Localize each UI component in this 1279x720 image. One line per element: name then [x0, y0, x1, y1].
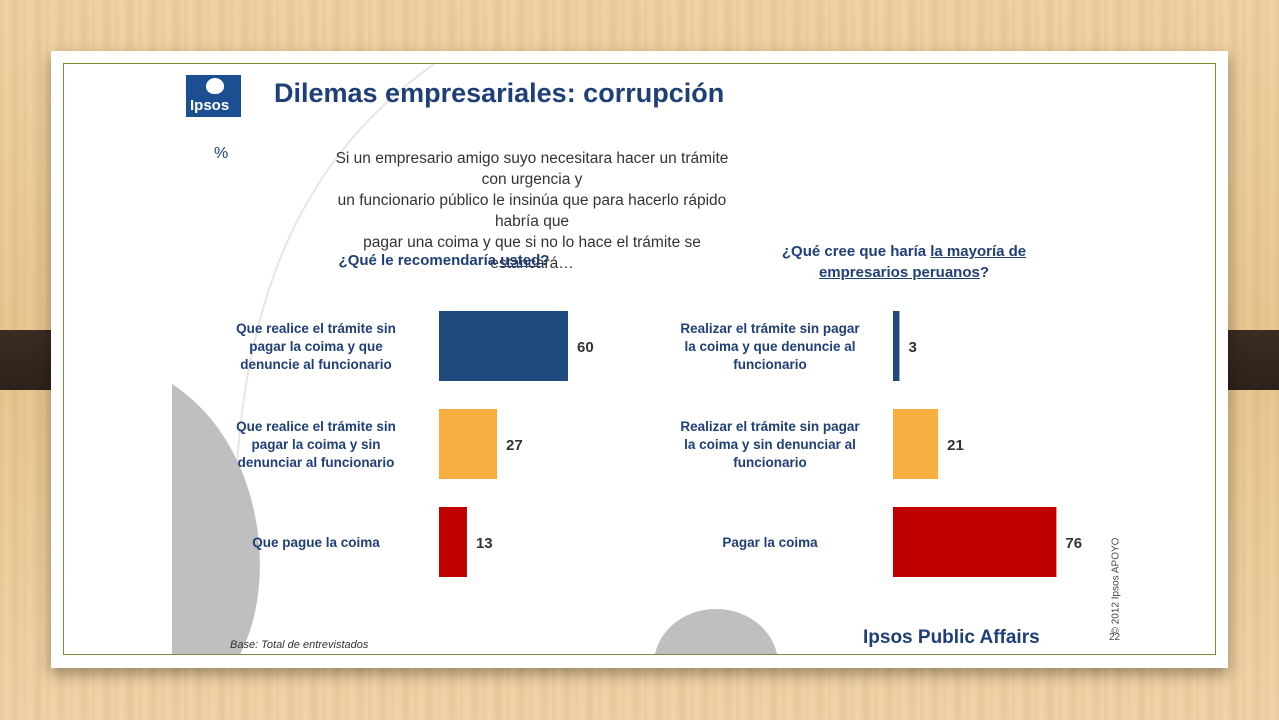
ipsos-logo-mark — [206, 78, 224, 94]
category-label-line: funcionario — [733, 455, 807, 470]
bar-value-label: 13 — [476, 535, 493, 552]
ipsos-logo: Ipsos — [186, 75, 241, 117]
right-chart-subtitle: ¿Qué cree que haría la mayoría de empres… — [724, 241, 1084, 283]
bar — [893, 311, 900, 381]
bar — [439, 507, 467, 577]
category-label-line: denunciar al funcionario — [238, 455, 395, 470]
base-note: Base: Total de entrevistados — [230, 639, 369, 651]
bar — [439, 311, 568, 381]
category-label-line: Que realice el trámite sin — [236, 321, 396, 336]
bar-value-label: 21 — [947, 437, 964, 454]
slide-frame: Ipsos Dilemas empresariales: corrupción … — [63, 63, 1216, 655]
bar — [893, 507, 1057, 577]
page-number: 22 — [1109, 632, 1121, 643]
ipsos-logo-text: Ipsos — [190, 97, 230, 114]
question-text: Si un empresario amigo suyo necesitara h… — [322, 148, 742, 274]
category-label-line: la coima y sin denunciar al — [684, 437, 856, 452]
bar-charts: 60 Que realice el trámite sin pagar la coi… — [236, 311, 1082, 577]
category-label: Realizar el trámite sin pagar la coima y … — [680, 419, 860, 470]
right-subtitle-underlined-1: la mayoría de — [930, 243, 1027, 260]
bar-value-label: 60 — [577, 339, 594, 356]
brand-footer: Ipsos Public Affairs — [863, 627, 1040, 648]
category-label: Pagar la coima — [722, 535, 818, 550]
gray-circle-bottom — [655, 609, 777, 654]
bar — [439, 409, 498, 479]
chart-1: 60 Que realice el trámite sin pagar la coi… — [236, 311, 594, 577]
chart-2: 3 Realizar el trámite sin pagar la coima y… — [680, 311, 1082, 577]
left-subtitle-underlined: usted — [500, 252, 541, 269]
category-label: Realizar el trámite sin pagar la coima y … — [680, 321, 860, 372]
unit-label: % — [214, 145, 229, 162]
category-label: Que realice el trámite sin pagar la coima… — [236, 321, 396, 372]
left-subtitle-pre: ¿Qué le recomendaría — [338, 252, 501, 269]
category-label-line: la coima y que denuncie al — [684, 339, 855, 354]
category-label-line: pagar la coima y que — [249, 339, 383, 354]
category-label-line: Pagar la coima — [722, 535, 818, 550]
category-label-line: Que realice el trámite sin — [236, 419, 396, 434]
question-line: un funcionario público le insinúa que pa… — [337, 192, 727, 230]
gray-arc-left — [172, 384, 260, 654]
left-subtitle-post: ? — [540, 252, 550, 269]
category-label-line: Realizar el trámite sin pagar — [680, 321, 860, 336]
category-label-line: denuncie al funcionario — [240, 357, 392, 372]
left-chart-subtitle: ¿Qué le recomendaría usted? — [264, 250, 624, 271]
right-subtitle-underlined-2: empresarios peruanos — [818, 264, 980, 281]
bar — [893, 409, 939, 479]
page-title: Dilemas empresariales: corrupción — [274, 78, 725, 108]
right-subtitle-line1: ¿Qué cree que haría la mayoría de — [724, 241, 1084, 262]
question-line: Si un empresario amigo suyo necesitara h… — [335, 150, 729, 188]
bar-value-label: 76 — [1065, 535, 1082, 552]
category-label: Que pague la coima — [252, 535, 380, 550]
copyright-text: © 2012 Ipsos APOYO — [1110, 537, 1122, 635]
right-subtitle-pre: ¿Qué cree que haría — [781, 243, 931, 260]
slide: Ipsos Dilemas empresariales: corrupción … — [51, 51, 1228, 668]
category-label-line: Realizar el trámite sin pagar — [680, 419, 860, 434]
category-label-line: Que pague la coima — [252, 535, 380, 550]
bar-value-label: 27 — [506, 437, 523, 454]
category-label-line: funcionario — [733, 357, 807, 372]
bar-value-label: 3 — [908, 339, 916, 356]
category-label-line: pagar la coima y sin — [251, 437, 380, 452]
right-subtitle-line2: empresarios peruanos? — [724, 262, 1084, 283]
category-label: Que realice el trámite sin pagar la coima… — [236, 419, 396, 470]
question-line: pagar una coima y que si no lo hace el t… — [363, 234, 701, 272]
right-subtitle-post: ? — [979, 264, 990, 281]
background-decoration — [172, 64, 777, 654]
